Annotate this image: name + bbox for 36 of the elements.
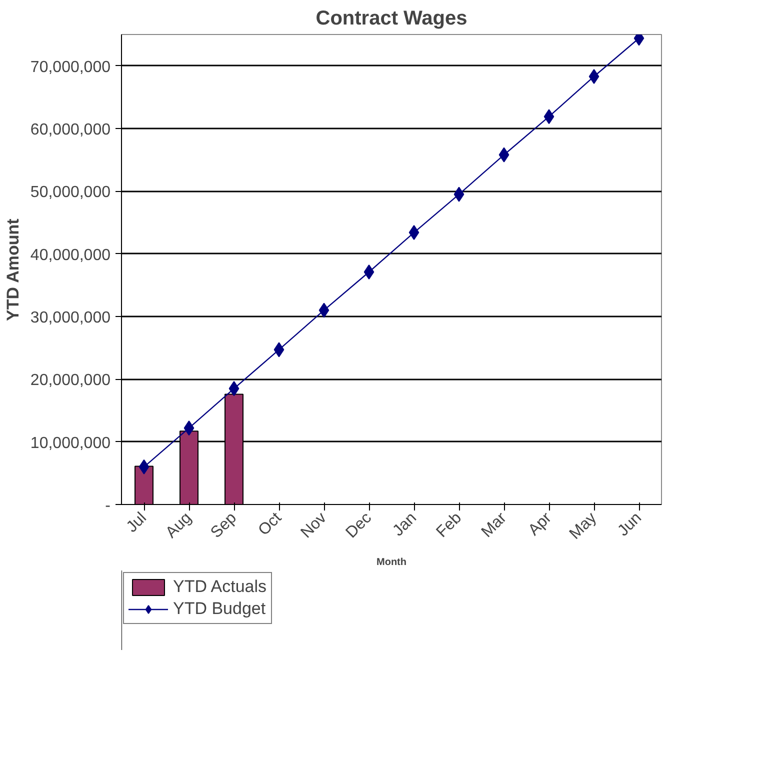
- x-tick-label: Oct: [255, 509, 286, 540]
- point: [318, 302, 330, 318]
- x-tick-label: Apr: [525, 509, 556, 540]
- point: [274, 342, 284, 358]
- point: [138, 459, 150, 474]
- x-tick-label: May: [566, 509, 600, 543]
- point: [228, 381, 240, 396]
- chart-title: Contract Wages: [316, 8, 468, 30]
- x-tick-label: Feb: [433, 509, 466, 542]
- y-tick-label: 30,000,000: [30, 310, 111, 326]
- point: [408, 225, 420, 240]
- point: [498, 147, 510, 162]
- x-tick-label: Jan: [390, 509, 420, 540]
- y-tick-label: 40,000,000: [30, 246, 111, 264]
- point: [364, 264, 374, 280]
- point: [454, 186, 464, 202]
- x-tick-label: Dec: [342, 509, 376, 542]
- x-tick-label: Jul: [124, 509, 150, 536]
- x-tick-label: Nov: [298, 509, 330, 542]
- y-tick-label: -: [105, 498, 110, 514]
- y-tick-label: 70,000,000: [30, 58, 111, 76]
- x-tick-label: Sep: [208, 509, 240, 542]
- x-axis-title: Month: [376, 556, 407, 568]
- x-tick-label: Mar: [478, 509, 510, 541]
- y-tick-label: 50,000,000: [30, 184, 111, 202]
- point: [184, 420, 194, 436]
- legend-label: YTD Actuals: [173, 577, 267, 597]
- x-tick-label: Aug: [162, 509, 196, 542]
- point: [544, 109, 554, 124]
- legend-label: YTD Budget: [173, 599, 266, 619]
- y-tick-label: 20,000,000: [30, 372, 111, 390]
- y-axis-title: YTD Amount: [3, 218, 22, 321]
- point: [588, 68, 600, 84]
- x-tick-label: Jun: [614, 509, 646, 540]
- y-tick-label: 60,000,000: [30, 122, 111, 138]
- y-tick-label: 10,000,000: [30, 434, 111, 452]
